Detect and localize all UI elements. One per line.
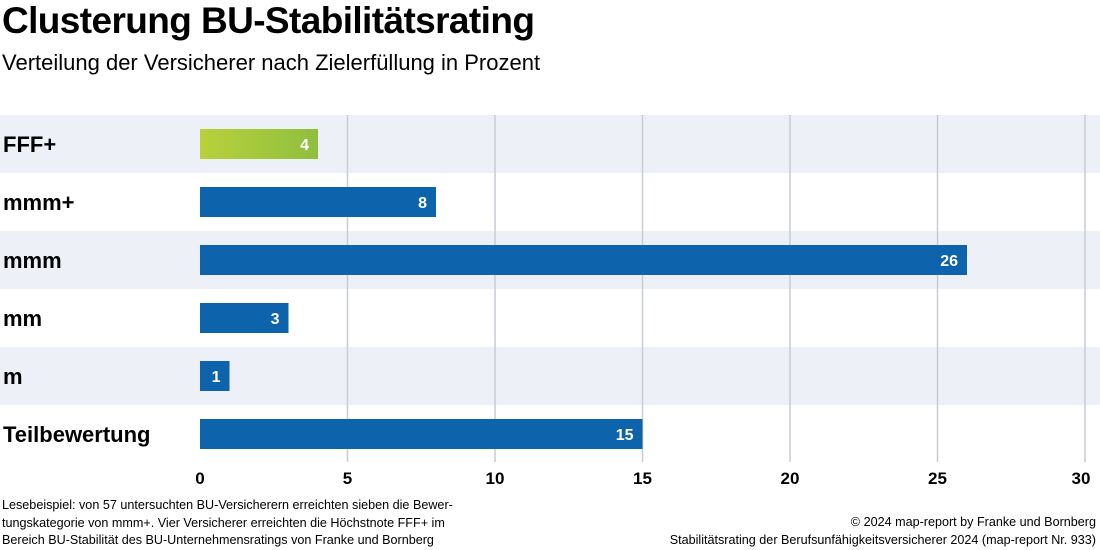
x-tick-label: 30	[1072, 469, 1091, 488]
row-band	[0, 347, 1100, 405]
bar-value-label: 1	[212, 369, 221, 386]
category-label: FFF+	[3, 132, 56, 157]
x-tick-label: 20	[781, 469, 800, 488]
category-label: mmm	[3, 248, 62, 273]
x-tick-label: 25	[928, 469, 947, 488]
category-label: m	[3, 364, 23, 389]
note-line: tungskategorie von mmm+. Vier Versichere…	[2, 515, 445, 530]
category-label: mmm+	[3, 190, 75, 215]
x-tick-label: 10	[486, 469, 505, 488]
bar-value-label: 8	[418, 195, 427, 212]
x-tick-label: 5	[343, 469, 352, 488]
bar-value-label: 4	[300, 137, 309, 154]
bar-value-label: 15	[616, 427, 634, 444]
bar	[200, 419, 643, 449]
bar	[200, 187, 436, 217]
category-label: Teilbewertung	[3, 422, 151, 447]
bar	[200, 129, 318, 159]
bar	[200, 245, 967, 275]
note-line: Bereich BU-Stabilität des BU-Unternehmen…	[2, 533, 434, 547]
bar-value-label: 3	[271, 311, 280, 328]
chart-subtitle: Verteilung der Versicherer nach Zielerfü…	[2, 50, 541, 75]
note-line: Lesebeispiel: von 57 untersuchten BU-Ver…	[2, 498, 453, 512]
source-credit: © 2024 map-report by Franke und Bornberg…	[670, 514, 1096, 549]
bar	[200, 361, 230, 391]
category-label: mm	[3, 306, 42, 331]
copyright-text: © 2024 map-report by Franke und Bornberg	[850, 515, 1096, 529]
x-tick-label: 15	[633, 469, 652, 488]
source-text: Stabilitätsrating der Berufsunfähigkeits…	[669, 532, 1096, 547]
row-band	[0, 115, 1100, 173]
bar-value-label: 26	[940, 253, 958, 270]
bar	[200, 303, 289, 333]
reading-example-note: Lesebeispiel: von 57 untersuchten BU-Ver…	[2, 497, 502, 550]
chart-title: Clusterung BU-Stabilitätsrating	[2, 0, 535, 41]
x-tick-label: 0	[195, 469, 204, 488]
